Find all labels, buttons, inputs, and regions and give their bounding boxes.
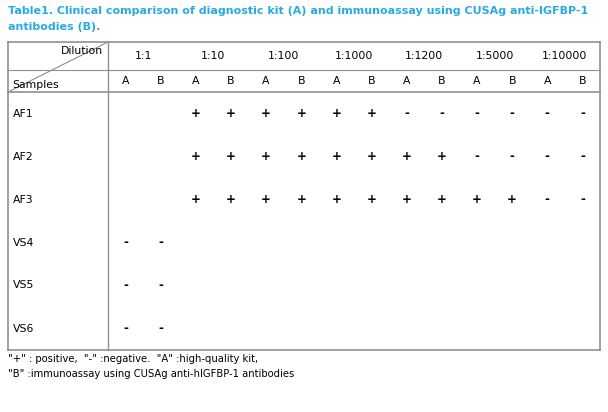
Text: +: + — [367, 193, 376, 206]
Text: -: - — [158, 279, 163, 292]
Text: +: + — [331, 193, 341, 206]
Text: 1:10000: 1:10000 — [542, 51, 587, 61]
Text: -: - — [123, 279, 128, 292]
Text: 1:1: 1:1 — [134, 51, 152, 61]
Text: +: + — [507, 193, 517, 206]
Text: +: + — [367, 150, 376, 163]
Text: -: - — [440, 107, 444, 120]
Text: -: - — [123, 322, 128, 335]
Text: AF3: AF3 — [13, 194, 33, 204]
Text: +: + — [191, 150, 201, 163]
Text: +: + — [402, 193, 412, 206]
Text: AF1: AF1 — [13, 108, 33, 119]
Text: -: - — [580, 150, 585, 163]
Text: +: + — [261, 150, 271, 163]
Text: AF2: AF2 — [13, 152, 33, 162]
Text: -: - — [580, 193, 585, 206]
Text: -: - — [545, 107, 550, 120]
Text: -: - — [158, 236, 163, 249]
Text: +: + — [296, 107, 306, 120]
Text: -: - — [545, 150, 550, 163]
Text: +: + — [226, 107, 236, 120]
Text: A: A — [263, 76, 270, 86]
Text: +: + — [367, 107, 376, 120]
Text: -: - — [510, 150, 514, 163]
Text: +: + — [191, 107, 201, 120]
Text: +: + — [402, 150, 412, 163]
Text: B: B — [508, 76, 516, 86]
Text: B: B — [368, 76, 375, 86]
Text: 1:10: 1:10 — [201, 51, 226, 61]
Text: B: B — [579, 76, 586, 86]
Text: +: + — [191, 193, 201, 206]
Text: "B" :immunoassay using CUSAg anti-hIGFBP-1 antibodies: "B" :immunoassay using CUSAg anti-hIGFBP… — [8, 369, 294, 379]
Text: A: A — [333, 76, 340, 86]
Text: +: + — [296, 193, 306, 206]
Text: VS6: VS6 — [13, 323, 35, 333]
Text: +: + — [437, 193, 447, 206]
Text: A: A — [473, 76, 481, 86]
Text: -: - — [123, 236, 128, 249]
Text: +: + — [437, 150, 447, 163]
Text: B: B — [227, 76, 235, 86]
Text: -: - — [475, 107, 480, 120]
Text: 1:100: 1:100 — [268, 51, 299, 61]
Text: B: B — [157, 76, 165, 86]
Text: antibodies (B).: antibodies (B). — [8, 22, 100, 32]
Text: B: B — [297, 76, 305, 86]
Text: -: - — [475, 150, 480, 163]
Text: +: + — [226, 193, 236, 206]
Text: 1:1000: 1:1000 — [335, 51, 373, 61]
Text: A: A — [192, 76, 199, 86]
Text: "+" : positive,  "-" :negative.  "A" :high-quality kit,: "+" : positive, "-" :negative. "A" :high… — [8, 354, 258, 364]
Text: 1:5000: 1:5000 — [475, 51, 514, 61]
Text: +: + — [296, 150, 306, 163]
Text: +: + — [472, 193, 482, 206]
Text: +: + — [226, 150, 236, 163]
Text: VS4: VS4 — [13, 237, 35, 248]
Text: VS5: VS5 — [13, 281, 35, 290]
Text: A: A — [403, 76, 410, 86]
Text: B: B — [438, 76, 446, 86]
Text: +: + — [331, 107, 341, 120]
Text: -: - — [158, 322, 163, 335]
Text: A: A — [122, 76, 130, 86]
Text: -: - — [510, 107, 514, 120]
Text: Samples: Samples — [12, 80, 58, 90]
Text: -: - — [580, 107, 585, 120]
Text: +: + — [261, 193, 271, 206]
Text: A: A — [544, 76, 551, 86]
Text: Table1. Clinical comparison of diagnostic kit (A) and immunoassay using CUSAg an: Table1. Clinical comparison of diagnosti… — [8, 6, 589, 16]
Text: +: + — [331, 150, 341, 163]
Text: +: + — [261, 107, 271, 120]
Text: -: - — [404, 107, 409, 120]
Text: -: - — [545, 193, 550, 206]
Text: 1:1200: 1:1200 — [405, 51, 443, 61]
Text: Dilution: Dilution — [61, 46, 103, 56]
